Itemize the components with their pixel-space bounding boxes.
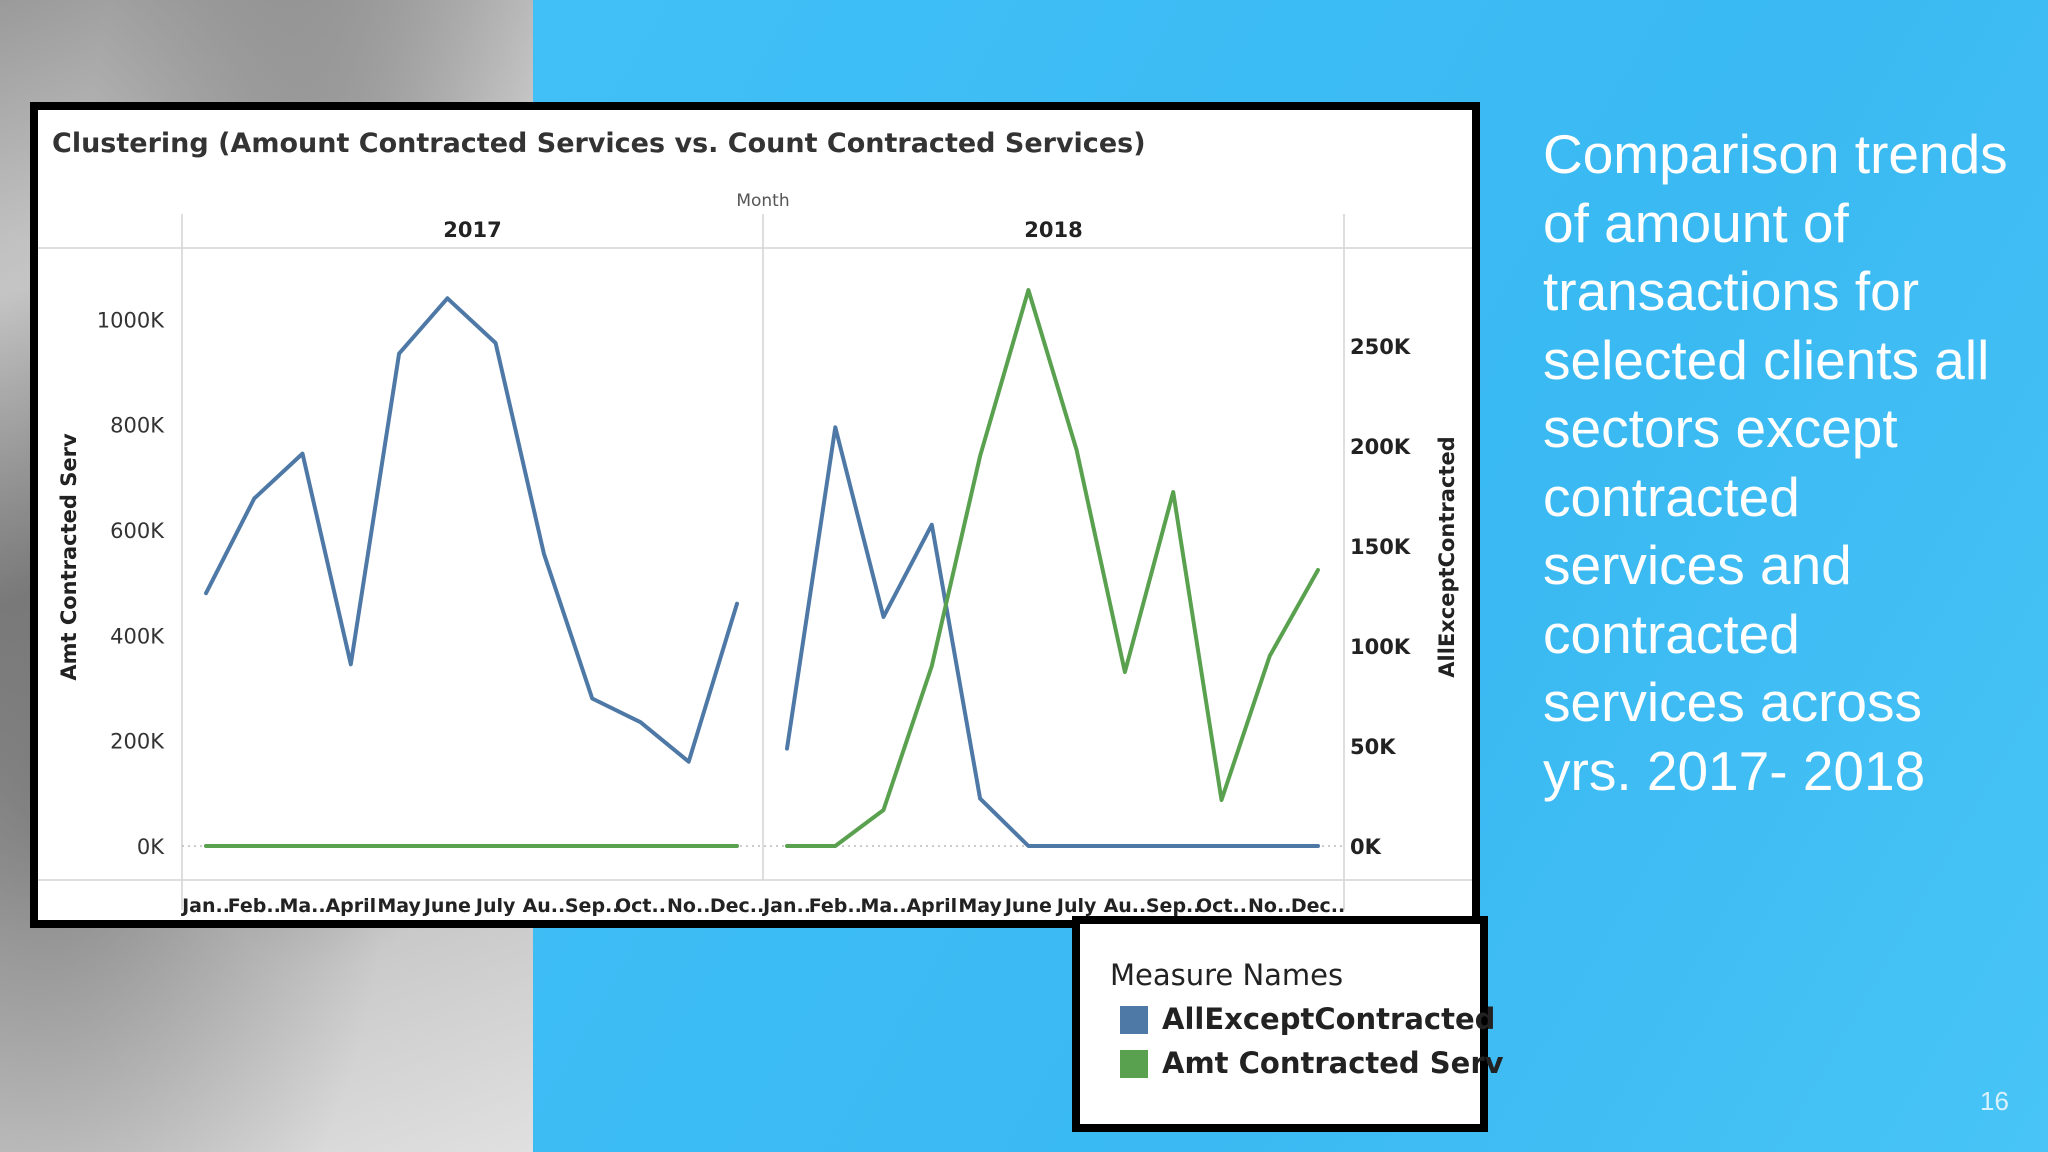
- line-chart: Month 2017 2018 0K 200K 400K 600K 800K 1000K 0K 50…: [38, 191, 1472, 917]
- x-tick-label: Sep..: [565, 895, 620, 917]
- left-tick-label: 200K: [110, 730, 165, 754]
- left-tick-label: 1000K: [97, 308, 165, 332]
- slide-heading: Comparison trends of amount of transacti…: [1543, 123, 2008, 802]
- right-tick-label: 50K: [1350, 735, 1396, 759]
- x-tick-label: June: [422, 895, 471, 917]
- right-tick-label: 150K: [1350, 535, 1411, 559]
- x-tick-label: Oct..: [615, 895, 666, 917]
- legend-title: Measure Names: [1110, 958, 1344, 992]
- chart-title: Clustering (Amount Contracted Services v…: [52, 128, 1146, 159]
- chart-container: Clustering (Amount Contracted Services v…: [30, 102, 1480, 928]
- right-axis-title: AllExceptContracted: [1435, 436, 1459, 677]
- x-tick-label: No..: [667, 895, 710, 917]
- left-tick-label: 600K: [110, 519, 165, 543]
- right-tick-label: 250K: [1350, 335, 1411, 359]
- right-tick-label: 100K: [1350, 635, 1411, 659]
- legend-swatch-blue: [1120, 1006, 1148, 1034]
- x-tick-label: Feb..: [809, 895, 862, 917]
- x-tick-label: June: [1003, 895, 1052, 917]
- legend-label: AllExceptContracted: [1162, 1002, 1496, 1036]
- x-tick-label: Au..: [523, 895, 566, 917]
- x-tick-label: May: [958, 895, 1002, 917]
- left-tick-label: 400K: [110, 624, 165, 648]
- x-tick-label: April: [906, 895, 957, 917]
- panel-header-2017: 2017: [443, 218, 501, 242]
- x-tick-label: May: [377, 895, 421, 917]
- x-tick-label: Jan..: [180, 895, 230, 917]
- x-tick-label: Feb..: [228, 895, 281, 917]
- left-tick-label: 0K: [137, 835, 165, 859]
- x-tick-label: July: [1055, 895, 1097, 917]
- x-tick-label: April: [325, 895, 376, 917]
- series-line-amt-contracted-serv-2018: [785, 288, 1320, 848]
- x-tick-label: Ma..: [860, 895, 906, 917]
- x-tick-label: July: [474, 895, 516, 917]
- series-line-allexceptcontracted-2017: [204, 296, 739, 764]
- x-tick-label: Sep..: [1146, 895, 1201, 917]
- x-tick-label: Oct..: [1196, 895, 1247, 917]
- x-tick-label: Au..: [1104, 895, 1147, 917]
- column-header-month: Month: [736, 191, 789, 211]
- x-tick-label: No..: [1248, 895, 1291, 917]
- x-tick-label: Dec..: [710, 895, 764, 917]
- left-tick-label: 800K: [110, 414, 165, 438]
- right-tick-label: 200K: [1350, 435, 1411, 459]
- panel-header-2018: 2018: [1024, 218, 1082, 242]
- page-number: 16: [1980, 1086, 2009, 1116]
- x-tick-label: Jan..: [761, 895, 811, 917]
- legend-swatch-green: [1120, 1050, 1148, 1078]
- series-line-allexceptcontracted-2018: [785, 425, 1320, 848]
- x-tick-label: Ma..: [279, 895, 325, 917]
- right-tick-label: 0K: [1350, 835, 1382, 859]
- x-tick-label: Dec..: [1291, 895, 1345, 917]
- legend-label: Amt Contracted Serv: [1162, 1046, 1504, 1080]
- left-axis-title: Amt Contracted Serv: [57, 433, 81, 681]
- legend: Measure Names AllExceptContracted Amt Co…: [1072, 916, 1504, 1132]
